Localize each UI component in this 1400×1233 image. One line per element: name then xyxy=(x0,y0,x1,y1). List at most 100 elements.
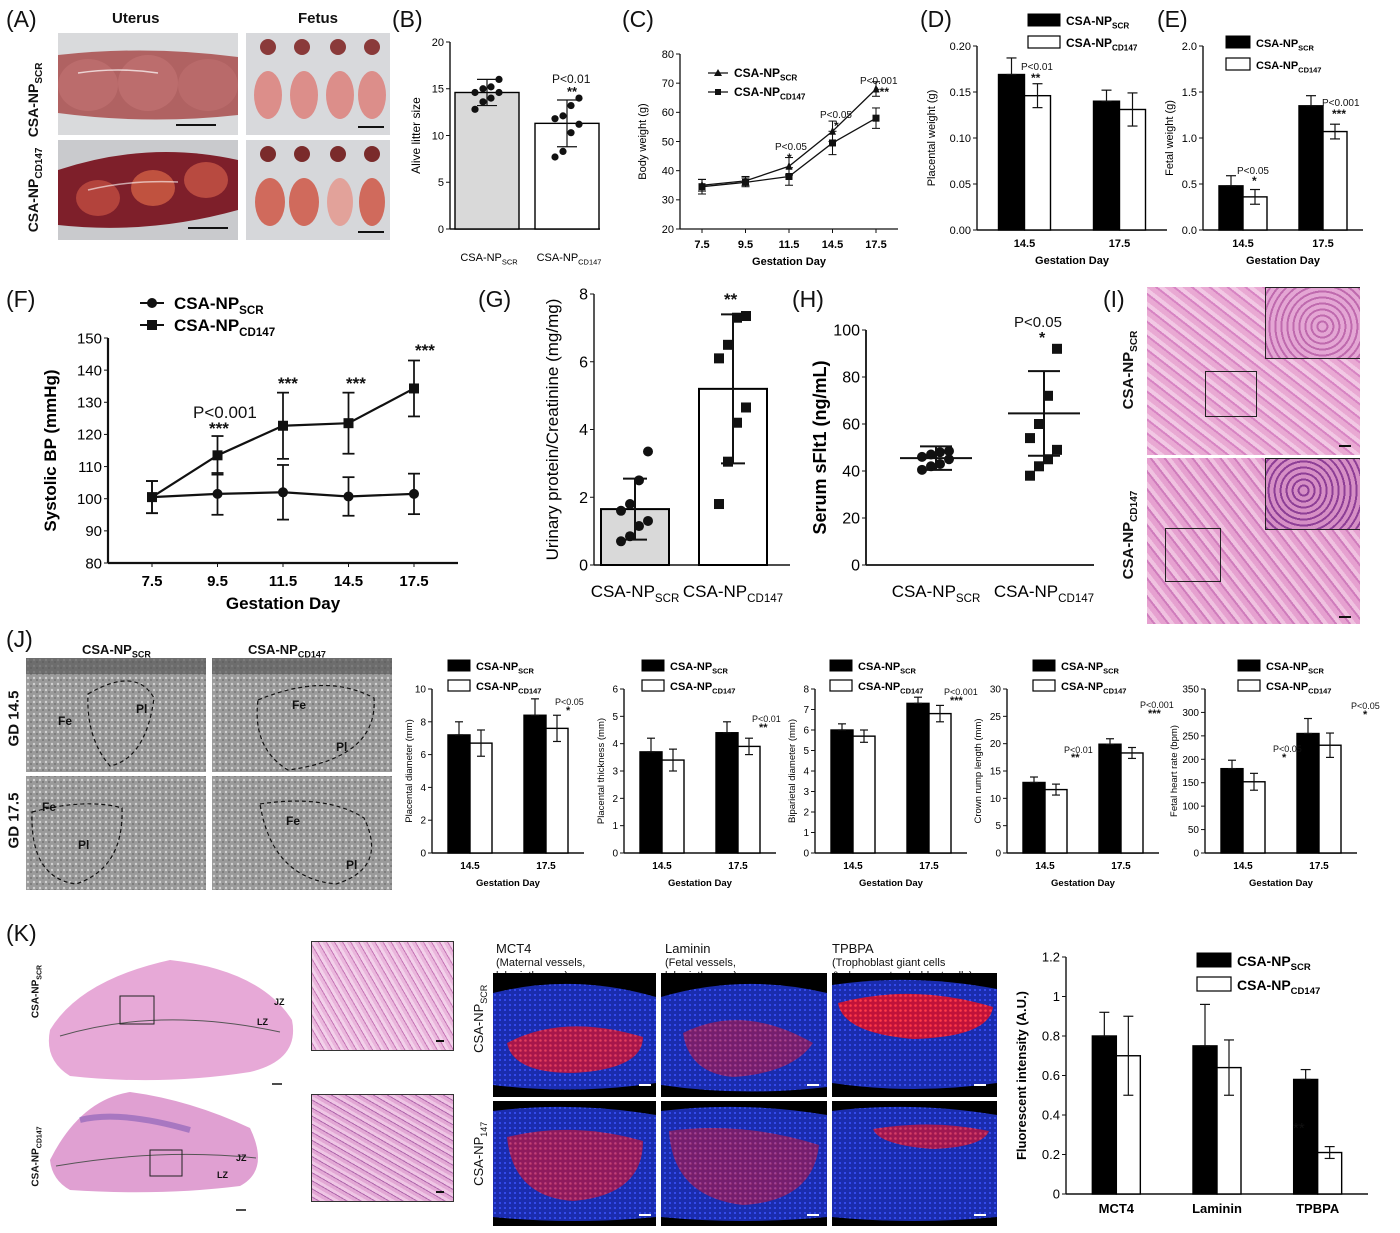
point-h-1-1 xyxy=(1034,461,1044,472)
i-scr-inset xyxy=(1265,287,1360,359)
y-tick-label-F-6: 140 xyxy=(77,362,102,379)
x-tick-label-b-1: CSA-NPCD147 xyxy=(537,252,602,266)
y-tick-label-H-2: 40 xyxy=(842,464,860,481)
y-axis-label-C: Body weight (g) xyxy=(637,103,649,179)
y-tick-label-E-3: 1.5 xyxy=(1182,87,1197,99)
b-stars: ** xyxy=(567,84,578,99)
y-tick-label-J5-3: 150 xyxy=(1182,778,1199,789)
marker-C-1-1 xyxy=(742,178,749,186)
y-tick-label-F-7: 150 xyxy=(77,330,102,347)
x-axis-label-J3: Gestation Day xyxy=(859,878,924,889)
y-tick-label-J1-3: 6 xyxy=(420,750,426,761)
y-tick-label-J3-8: 8 xyxy=(803,685,809,696)
legend-label-cd147-j3: CSA-NPCD147 xyxy=(858,681,923,695)
x-tick-label-K-2: TPBPA xyxy=(1296,1201,1340,1216)
y-tick-label-K-0: 0 xyxy=(1053,1187,1060,1202)
y-tick-label-C-2: 40 xyxy=(662,166,674,178)
marker-F-0-1 xyxy=(212,488,223,499)
point-b-1-3 xyxy=(575,120,583,128)
x-tick-label-D-0: 14.5 xyxy=(1014,238,1035,250)
legend-label-cd147-d: CSA-NPCD147 xyxy=(1066,36,1138,53)
point-h-0-5 xyxy=(926,449,936,460)
y-tick-label-J2-1: 1 xyxy=(612,821,618,832)
y-tick-label-J3-0: 0 xyxy=(803,849,809,860)
bar-K-MCT4-1 xyxy=(1115,1055,1142,1195)
fetus-photo-cd147 xyxy=(246,140,390,240)
x-tick-label-J3-1: 17.5 xyxy=(919,861,939,872)
y-tick-label-D-1: 0.05 xyxy=(950,179,971,191)
y-tick-label-J3-1: 1 xyxy=(803,828,809,839)
x-tick-label-F-0: 7.5 xyxy=(142,573,163,590)
y-tick-label-K-2: 0.4 xyxy=(1042,1108,1060,1123)
x-tick-label-F-1: 9.5 xyxy=(207,573,228,590)
y-tick-label-B-1: 5 xyxy=(438,177,444,189)
y-tick-label-J4-4: 20 xyxy=(990,739,1002,750)
point-h-0-7 xyxy=(944,446,954,457)
k-he-zoom-scr xyxy=(311,941,454,1051)
f-stars-2: *** xyxy=(278,374,298,393)
y-axis-label-D: Placental weight (g) xyxy=(926,90,938,187)
i-cd-zoom-box xyxy=(1165,528,1221,582)
y-tick-label-G-3: 6 xyxy=(579,354,588,371)
e-stars-2: *** xyxy=(1332,107,1347,121)
point-b-1-7 xyxy=(575,94,583,102)
y-tick-label-J4-1: 5 xyxy=(995,821,1001,832)
x-axis-label-J2: Gestation Day xyxy=(668,878,733,889)
y-tick-label-C-4: 60 xyxy=(662,107,674,119)
legend-label-scr-j3: CSA-NPSCR xyxy=(858,661,917,675)
y-axis-label-K: Fluorescent intensity (A.U.) xyxy=(1014,991,1029,1160)
point-h-1-5 xyxy=(1034,419,1044,429)
bar-K-TPBPA-1 xyxy=(1316,1151,1343,1195)
x-tick-label-C-2: 11.5 xyxy=(779,239,800,251)
y-axis-label-J3: Biparietal diameter (mm) xyxy=(787,719,798,823)
panel-f-label: (F) xyxy=(6,286,36,312)
x-tick-label-K-1: Laminin xyxy=(1192,1201,1242,1216)
y-tick-label-J3-4: 4 xyxy=(803,767,809,778)
fetus-photo-scr xyxy=(246,33,390,135)
i-cd-inset xyxy=(1265,458,1360,530)
y-tick-label-G-2: 4 xyxy=(579,422,588,439)
f-stars-3: *** xyxy=(346,374,366,393)
marker-F-0-4 xyxy=(409,488,419,499)
point-b-0-5 xyxy=(479,85,487,93)
e-stars-1: * xyxy=(1252,174,1257,188)
y-tick-label-J3-7: 7 xyxy=(803,705,809,716)
legend-swatch-scr-k xyxy=(1196,952,1232,968)
marker-F-0-2 xyxy=(278,487,288,498)
panel-a: Uterus Fetus CSA-NPSCR CSA-NPCD147 xyxy=(0,0,390,245)
y-axis-label-G: Urinary protein/Creatinine (mg/mg) xyxy=(543,299,562,561)
legend-label-f-cd147: CSA-NPCD147 xyxy=(174,316,275,339)
point-g-1-3 xyxy=(741,402,751,413)
point-g-1-0 xyxy=(714,499,724,510)
x-tick-label-F-3: 14.5 xyxy=(334,573,363,590)
y-tick-label-B-2: 10 xyxy=(432,130,444,142)
k-he-scr-scalebar xyxy=(436,1040,444,1042)
y-tick-label-J5-6: 300 xyxy=(1182,708,1199,719)
point-b-1-6 xyxy=(567,101,575,110)
y-tick-label-J4-2: 10 xyxy=(990,794,1002,805)
legend-label-scr-j5: CSA-NPSCR xyxy=(1266,661,1325,675)
y-tick-label-J5-7: 350 xyxy=(1182,685,1199,696)
y-tick-label-J2-0: 0 xyxy=(612,849,618,860)
j4-pval-2: P<0.001 xyxy=(1140,700,1174,710)
legend-label-scr-k: CSA-NPSCR xyxy=(1237,953,1311,973)
y-tick-label-H-5: 100 xyxy=(833,323,860,340)
y-axis-label-F: Systolic BP (mmHg) xyxy=(41,369,60,531)
y-tick-label-J3-3: 3 xyxy=(803,787,809,798)
y-tick-label-E-4: 2.0 xyxy=(1182,41,1197,53)
y-tick-label-J4-6: 30 xyxy=(990,685,1002,696)
y-tick-label-C-6: 80 xyxy=(662,49,674,61)
k-stars: ** xyxy=(1293,1120,1305,1137)
legend-swatch-scr-d xyxy=(1027,13,1061,27)
legend-marker-f-scr xyxy=(147,298,157,308)
y-tick-label-F-5: 130 xyxy=(77,395,102,412)
y-axis-label-B: Alive litter size xyxy=(409,97,423,174)
point-h-0-4 xyxy=(917,451,927,462)
panel-c-label: (C) xyxy=(622,6,654,32)
y-tick-label-J5-4: 200 xyxy=(1182,755,1199,766)
point-h-1-4 xyxy=(1025,433,1035,444)
i-kidney-he-cd147 xyxy=(1147,458,1360,624)
